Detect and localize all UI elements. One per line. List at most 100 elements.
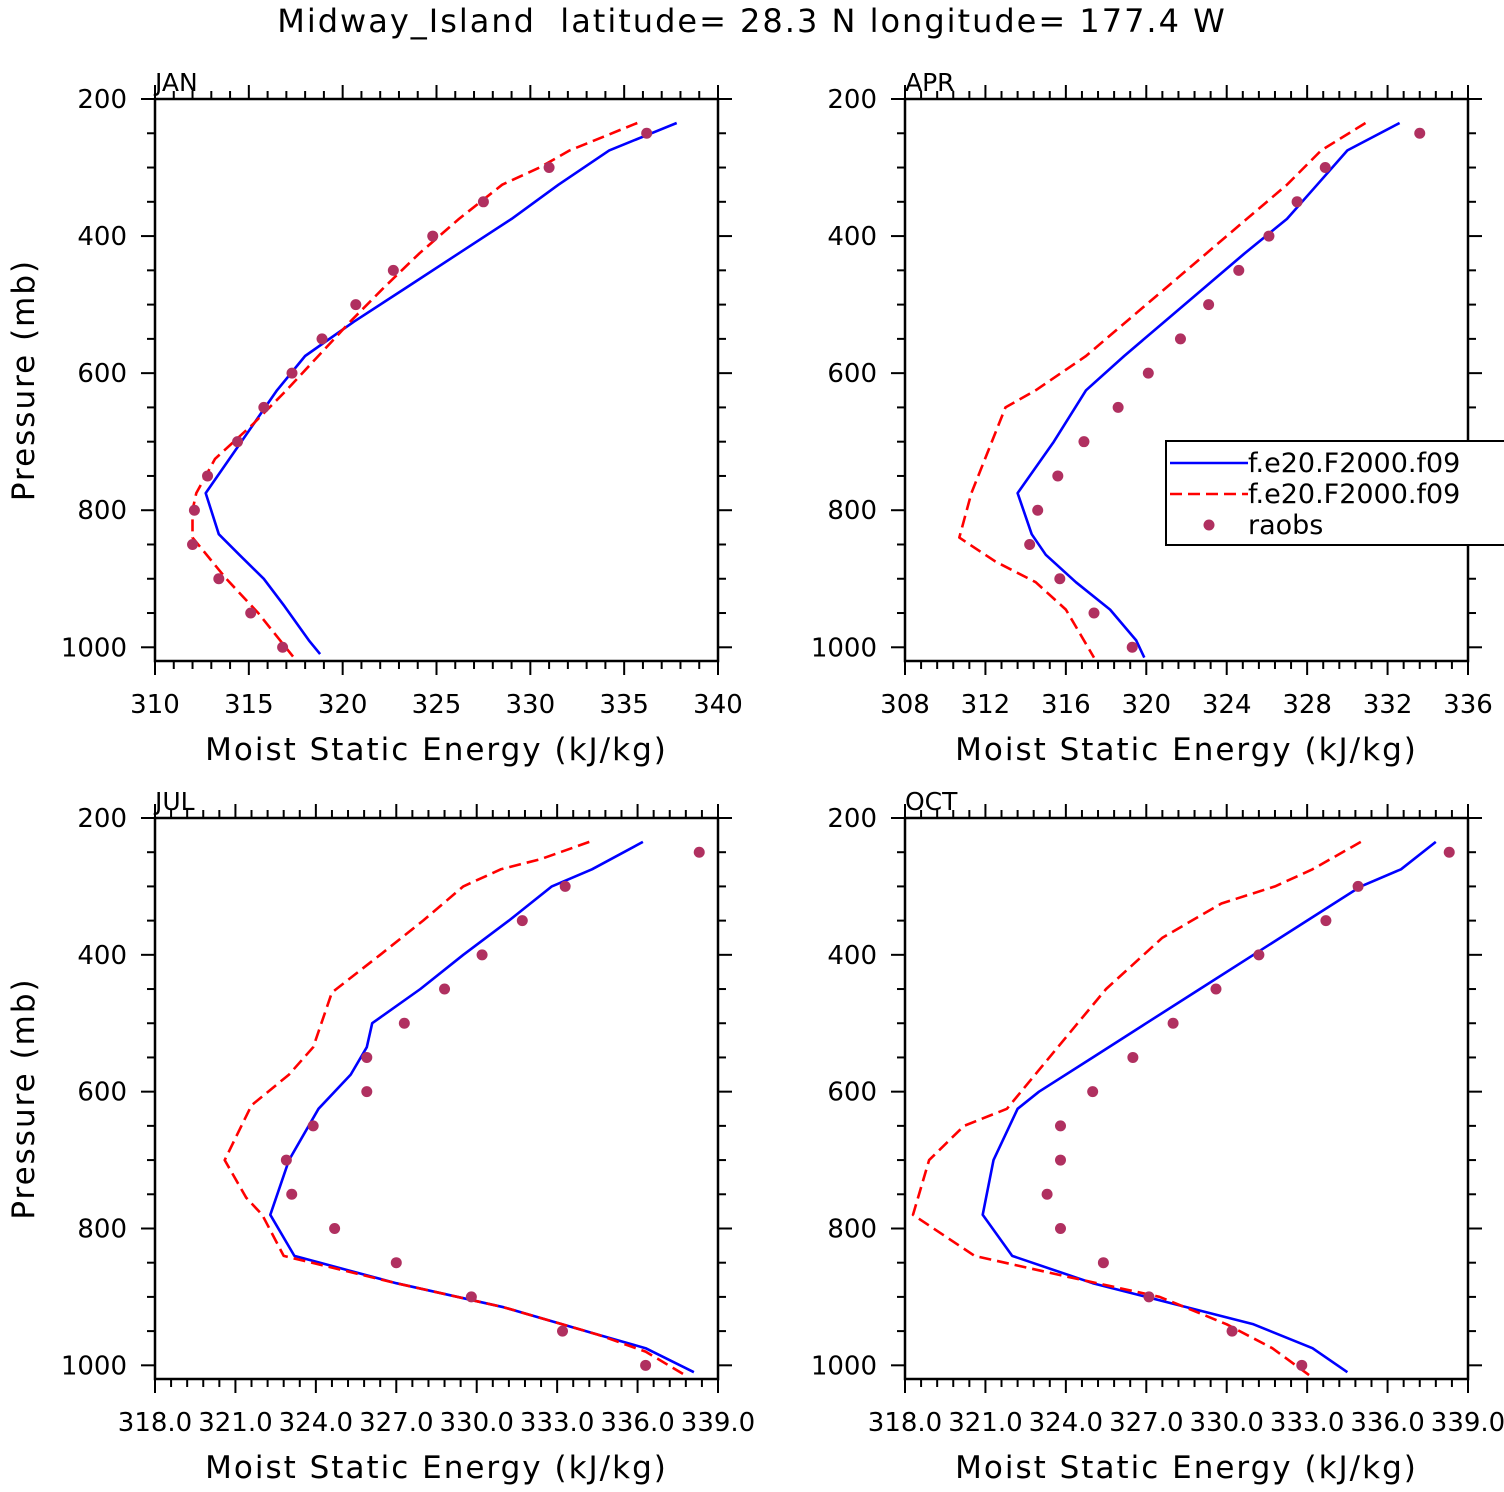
legend-label: f.e20.F2000.f09 [1248,479,1460,510]
x-tick-label: 340 [693,690,743,720]
raobs-point [516,915,528,927]
raobs-point [1087,1086,1099,1098]
x-axis-label: Moist Static Energy (kJ/kg) [205,732,668,768]
figure-title: Midway_Island latitude= 28.3 N longitude… [277,2,1227,40]
raobs-point [641,127,653,139]
raobs-point [286,1188,298,1200]
x-tick-label: 335 [599,690,649,720]
raobs-point [245,607,257,619]
raobs-point [188,504,200,516]
series-line-dashed [223,840,687,1377]
series-line-dashed [191,121,638,659]
x-tick-label: 318.0 [868,1408,942,1438]
panel-oct: OCT 318.0 321.0 324.0 327.0 330.0 333.0 336.0 33… [811,787,1504,1486]
raobs-point [1291,196,1303,208]
y-tick-label: 600 [827,1078,877,1108]
y-tick-label: 200 [77,85,127,115]
x-tick-label: 325 [412,690,462,720]
raobs-point [439,983,451,995]
raobs-point [476,949,488,961]
raobs-point [1112,401,1124,413]
raobs-point [307,1120,319,1132]
x-tick-label: 324.0 [1029,1408,1103,1438]
panel-title: APR [905,68,955,97]
panel-jan: JAN 310 315 320 325 330 335 340 200 400 600 800 1000… [6,68,743,768]
raobs-point [1142,367,1154,379]
raobs-point [390,1257,402,1269]
x-tick-label: 310 [130,690,180,720]
raobs-point [1052,470,1064,482]
legend-box [1165,440,1504,546]
x-axis-label: Moist Static Energy (kJ/kg) [205,1450,668,1486]
raobs-point [1143,1291,1155,1303]
x-tick-label: 320 [318,690,368,720]
x-axis-label: Moist Static Energy (kJ/kg) [955,1450,1418,1486]
x-tick-label: 336 [1443,690,1493,720]
x-tick-label: 336.0 [600,1408,674,1438]
plot-frame [153,816,720,1381]
raobs-point [361,1051,373,1063]
raobs-point [316,333,328,345]
y-tick-label: 400 [77,941,127,971]
raobs-point [1443,846,1455,858]
x-tick-label: 324.0 [279,1408,353,1438]
series-line-solid [981,840,1437,1374]
raobs-point [559,880,571,892]
x-tick-label: 312 [961,690,1011,720]
y-tick-label: 1000 [811,1351,877,1381]
raobs-point [1054,1120,1066,1132]
x-tick-label: 339.0 [681,1408,755,1438]
raobs-point [277,641,289,653]
plot-frame [903,97,1470,663]
x-tick-label: 321.0 [198,1408,272,1438]
plot-frame [153,97,720,663]
x-tick-label: 318.0 [118,1408,192,1438]
y-tick-label: 800 [77,1214,127,1244]
series-line-solid [1016,121,1401,659]
raobs-point [398,1017,410,1029]
raobs-point [1253,949,1265,961]
legend-label: raobs [1248,510,1323,541]
raobs-point [477,196,489,208]
x-tick-label: 333.0 [520,1408,594,1438]
x-tick-label: 327.0 [359,1408,433,1438]
raobs-point [202,470,214,482]
y-tick-label: 400 [827,222,877,252]
y-tick-label: 800 [827,496,877,526]
raobs-point [465,1291,477,1303]
raobs-point [1320,915,1332,927]
x-tick-label: 321.0 [948,1408,1022,1438]
panel-apr: APR 308 312 316 320 324 328 332 336 200 400 600 800 1… [811,68,1493,768]
panel-title: JUL [153,787,195,816]
raobs-point [693,846,705,858]
y-tick-label: 1000 [811,633,877,663]
plot-frame [903,816,1470,1381]
y-tick-label: 200 [827,804,877,834]
y-tick-label: 600 [77,1078,127,1108]
x-tick-label: 330.0 [439,1408,513,1438]
raobs-point [1226,1325,1238,1337]
raobs-point [1024,538,1036,550]
raobs-point [1414,127,1426,139]
raobs-point [427,230,439,242]
y-tick-label: 400 [827,941,877,971]
x-tick-label: 320 [1121,690,1171,720]
raobs-point [187,538,199,550]
raobs-point [640,1359,652,1371]
raobs-point [1127,1051,1139,1063]
legend-label: f.e20.F2000.f09 [1248,448,1460,479]
raobs-point [1097,1257,1109,1269]
plot-area [223,840,705,1377]
plot-area [187,121,678,659]
raobs-point [258,401,270,413]
raobs-point [232,436,244,448]
x-axis-label: Moist Static Energy (kJ/kg) [955,732,1418,768]
x-tick-label: 328 [1282,690,1332,720]
y-tick-label: 800 [77,496,127,526]
raobs-point [1167,1017,1179,1029]
x-tick-label: 330.0 [1189,1408,1263,1438]
raobs-point [543,162,555,174]
y-tick-label: 600 [827,359,877,389]
panel-title: OCT [905,787,958,816]
